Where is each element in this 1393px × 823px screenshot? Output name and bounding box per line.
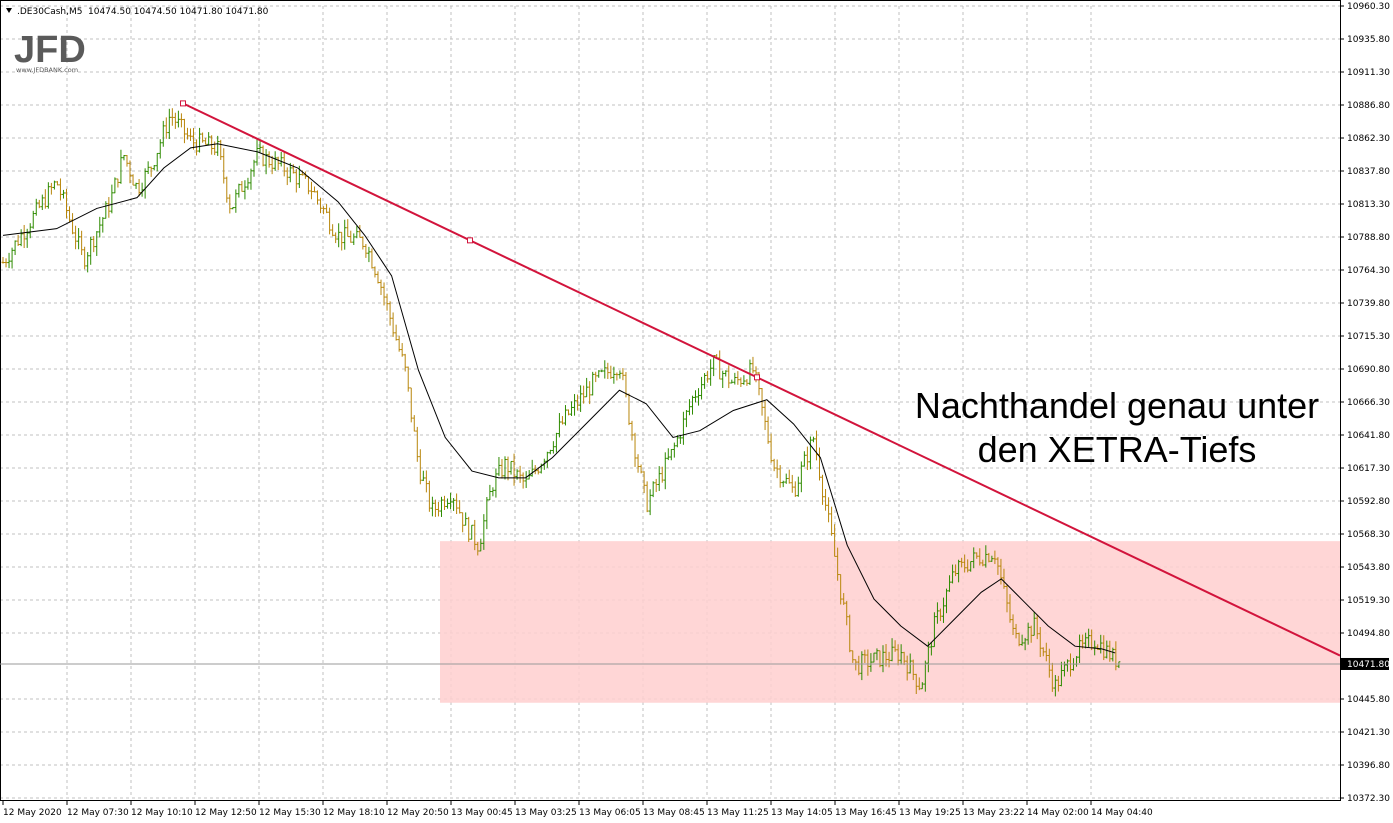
downtrend-line[interactable] bbox=[182, 102, 1341, 657]
y-tick-label: 10666.30 bbox=[1347, 398, 1390, 408]
jfd-logo: JFD www.JFDBANK.com bbox=[14, 29, 86, 74]
triangle-down-icon[interactable] bbox=[6, 8, 12, 13]
y-tick-label: 10960.30 bbox=[1347, 2, 1390, 12]
y-tick-label: 10445.80 bbox=[1347, 695, 1390, 705]
chart-header: .DE30Cash,M5 10474.50 10474.50 10471.80 … bbox=[6, 7, 269, 17]
support-zone bbox=[440, 541, 1340, 703]
y-tick-label: 10421.30 bbox=[1347, 728, 1390, 738]
y-tick-label: 10519.30 bbox=[1347, 596, 1390, 606]
x-tick-label: 13 May 00:45 bbox=[451, 808, 513, 818]
y-tick-label: 10862.30 bbox=[1347, 134, 1390, 144]
x-tick-label: 14 May 02:00 bbox=[1027, 808, 1089, 818]
x-tick-label: 12 May 10:10 bbox=[131, 808, 193, 818]
symbol-label: .DE30Cash,M5 bbox=[17, 7, 82, 17]
x-tick-label: 14 May 04:40 bbox=[1091, 808, 1153, 818]
x-tick-label: 13 May 11:25 bbox=[707, 808, 769, 818]
price-axis[interactable]: 10960.30 10935.80 10911.30 10886.80 10862.30… bbox=[1340, 2, 1390, 804]
trendline-anchor[interactable] bbox=[754, 374, 760, 381]
x-tick-label: 13 May 16:45 bbox=[835, 808, 897, 818]
trendline-anchors[interactable] bbox=[180, 100, 760, 381]
moving-average-line bbox=[2, 143, 1116, 654]
y-tick-label: 10886.80 bbox=[1347, 101, 1390, 111]
y-tick-label: 10935.80 bbox=[1347, 35, 1390, 45]
time-axis[interactable]: 12 May 2020 12 May 07:30 12 May 10:10 12 Ma… bbox=[2, 801, 1153, 818]
x-tick-label: 13 May 08:45 bbox=[643, 808, 705, 818]
x-tick-label: 13 May 23:22 bbox=[963, 808, 1025, 818]
x-tick-label: 12 May 18:10 bbox=[323, 808, 385, 818]
y-tick-label: 10690.80 bbox=[1347, 365, 1390, 375]
logo-url: www.JFDBANK.com bbox=[16, 66, 78, 74]
y-tick-label: 10568.30 bbox=[1347, 530, 1390, 540]
y-tick-label: 10837.80 bbox=[1347, 167, 1390, 177]
candle-series bbox=[1, 108, 1121, 697]
x-tick-label: 13 May 06:05 bbox=[579, 808, 641, 818]
current-price-marker: 10471.80 bbox=[0, 657, 1390, 670]
plot-frame bbox=[0, 0, 1341, 801]
x-tick-label: 13 May 19:25 bbox=[899, 808, 961, 818]
y-tick-label: 10494.80 bbox=[1347, 629, 1390, 639]
y-tick-label: 10372.30 bbox=[1347, 794, 1390, 804]
x-tick-label: 13 May 14:05 bbox=[771, 808, 833, 818]
y-tick-label: 10396.80 bbox=[1347, 761, 1390, 771]
y-tick-label: 10715.30 bbox=[1347, 332, 1390, 342]
annotation: Nachthandel genau unter den XETRA-Tiefs bbox=[915, 385, 1319, 470]
y-tick-label: 10641.80 bbox=[1347, 431, 1390, 441]
x-tick-label: 12 May 20:50 bbox=[387, 808, 449, 818]
y-tick-label: 10764.30 bbox=[1347, 266, 1390, 276]
y-tick-label: 10739.80 bbox=[1347, 299, 1390, 309]
x-tick-label: 13 May 03:25 bbox=[515, 808, 577, 818]
y-tick-label: 10911.30 bbox=[1347, 68, 1390, 78]
ohlc-values: 10474.50 10474.50 10471.80 10471.80 bbox=[88, 7, 269, 17]
x-tick-label: 12 May 07:30 bbox=[67, 808, 129, 818]
x-tick-label: 12 May 15:30 bbox=[259, 808, 321, 818]
current-price-box bbox=[1341, 657, 1389, 670]
y-tick-label: 10788.80 bbox=[1347, 233, 1390, 243]
x-tick-label: 12 May 12:50 bbox=[195, 808, 257, 818]
trendline-anchor[interactable] bbox=[467, 237, 473, 244]
annotation-line-2: den XETRA-Tiefs bbox=[978, 429, 1257, 470]
current-price-label: 10471.80 bbox=[1347, 660, 1390, 670]
x-tick-label: 12 May 2020 bbox=[3, 808, 62, 818]
y-tick-label: 10592.80 bbox=[1347, 497, 1390, 507]
logo-wordmark: JFD bbox=[14, 29, 86, 71]
y-tick-label: 10617.30 bbox=[1347, 464, 1390, 474]
annotation-line-1: Nachthandel genau unter bbox=[915, 385, 1319, 426]
y-tick-label: 10813.30 bbox=[1347, 200, 1390, 210]
trendline-anchor[interactable] bbox=[180, 100, 186, 107]
y-tick-label: 10543.80 bbox=[1347, 563, 1390, 573]
grid-lines bbox=[0, 5, 1340, 799]
